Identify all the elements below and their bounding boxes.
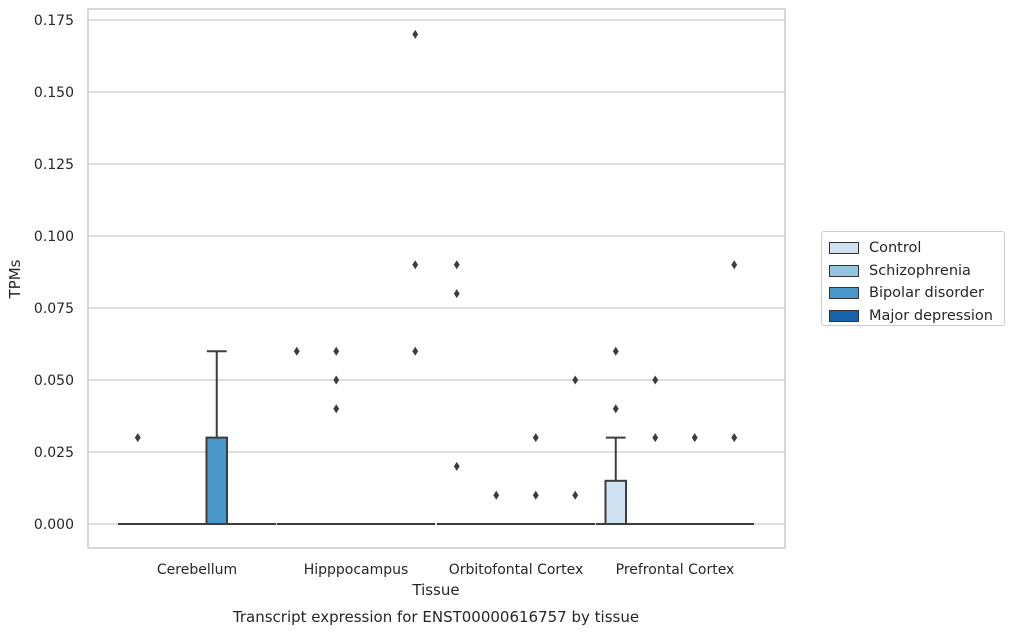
legend-item: Major depression bbox=[829, 305, 1004, 328]
outlier-point bbox=[572, 490, 579, 500]
legend-swatch bbox=[829, 309, 859, 322]
box-bipolar-disorder bbox=[516, 433, 556, 525]
outlier-point bbox=[293, 346, 300, 356]
y-axis-ticks: 0.000 0.025 0.050 0.075 0.100 0.125 0.150 0.175 bbox=[34, 13, 74, 533]
box-plot-series bbox=[118, 29, 754, 526]
outlier-point bbox=[572, 375, 579, 385]
legend-item: Control bbox=[829, 237, 1004, 260]
box-schizophrenia bbox=[316, 346, 356, 525]
outlier-point bbox=[412, 346, 419, 356]
outlier-point bbox=[333, 404, 340, 414]
box-bipolar-disorder bbox=[675, 433, 715, 525]
legend: Control Schizophrenia Bipolar disorder Majo… bbox=[821, 231, 1005, 326]
y-tick-label: 0.025 bbox=[34, 445, 74, 461]
outlier-point bbox=[333, 375, 340, 385]
y-tick-label: 0.175 bbox=[34, 13, 74, 29]
chart-title: Transcript expression for ENST0000061675… bbox=[232, 608, 639, 626]
x-tick-label: Orbitofontal Cortex bbox=[449, 562, 584, 578]
gridlines bbox=[88, 19, 785, 525]
outlier-point bbox=[134, 433, 141, 443]
legend-swatch bbox=[829, 287, 859, 300]
box-body bbox=[604, 479, 628, 525]
outlier-point bbox=[612, 346, 619, 356]
box-body bbox=[205, 436, 229, 526]
outlier-point bbox=[333, 346, 340, 356]
legend-label: Bipolar disorder bbox=[869, 285, 984, 302]
outlier-point bbox=[652, 433, 659, 443]
legend-item: Bipolar disorder bbox=[829, 282, 1004, 305]
y-tick-label: 0.075 bbox=[34, 301, 74, 317]
y-axis-label: TPMs bbox=[6, 259, 24, 299]
outlier-point bbox=[453, 260, 460, 270]
outlier-point bbox=[453, 461, 460, 471]
x-tick-label: Hipppocampus bbox=[304, 562, 409, 578]
plot-area-frame bbox=[87, 8, 786, 549]
box-control bbox=[437, 260, 477, 525]
y-tick-label: 0.050 bbox=[34, 373, 74, 389]
legend-label: Major depression bbox=[869, 307, 993, 324]
outlier-point bbox=[412, 29, 419, 39]
box-schizophrenia bbox=[476, 490, 516, 525]
box-control bbox=[596, 346, 636, 525]
box-control bbox=[118, 433, 158, 525]
legend-item: Schizophrenia bbox=[829, 260, 1004, 283]
box-major-depression bbox=[395, 29, 435, 525]
outlier-point bbox=[493, 490, 500, 500]
box-control bbox=[277, 346, 317, 525]
x-axis-ticks: Cerebellum Hipppocampus Orbitofontal Corte… bbox=[157, 562, 734, 578]
outlier-point bbox=[453, 289, 460, 299]
legend-swatch bbox=[829, 264, 859, 277]
x-tick-label: Prefrontal Cortex bbox=[616, 562, 735, 578]
x-tick-label: Cerebellum bbox=[157, 562, 237, 578]
legend-swatch bbox=[829, 242, 859, 255]
outlier-point bbox=[612, 404, 619, 414]
legend-label: Schizophrenia bbox=[869, 262, 971, 279]
box-schizophrenia bbox=[635, 375, 675, 525]
outlier-point bbox=[731, 260, 738, 270]
outlier-point bbox=[731, 433, 738, 443]
box-major-depression bbox=[555, 375, 595, 525]
outlier-point bbox=[412, 260, 419, 270]
outlier-point bbox=[691, 433, 698, 443]
y-tick-label: 0.150 bbox=[34, 85, 74, 101]
outlier-point bbox=[532, 433, 539, 443]
outlier-point bbox=[652, 375, 659, 385]
legend-label: Control bbox=[869, 240, 922, 257]
box-major-depression bbox=[714, 260, 754, 525]
outlier-point bbox=[532, 490, 539, 500]
y-tick-label: 0.125 bbox=[34, 157, 74, 173]
y-tick-label: 0.100 bbox=[34, 229, 74, 245]
y-tick-label: 0.000 bbox=[34, 517, 74, 533]
box-bipolar-disorder bbox=[197, 350, 237, 526]
x-axis-label: Tissue bbox=[411, 581, 459, 599]
